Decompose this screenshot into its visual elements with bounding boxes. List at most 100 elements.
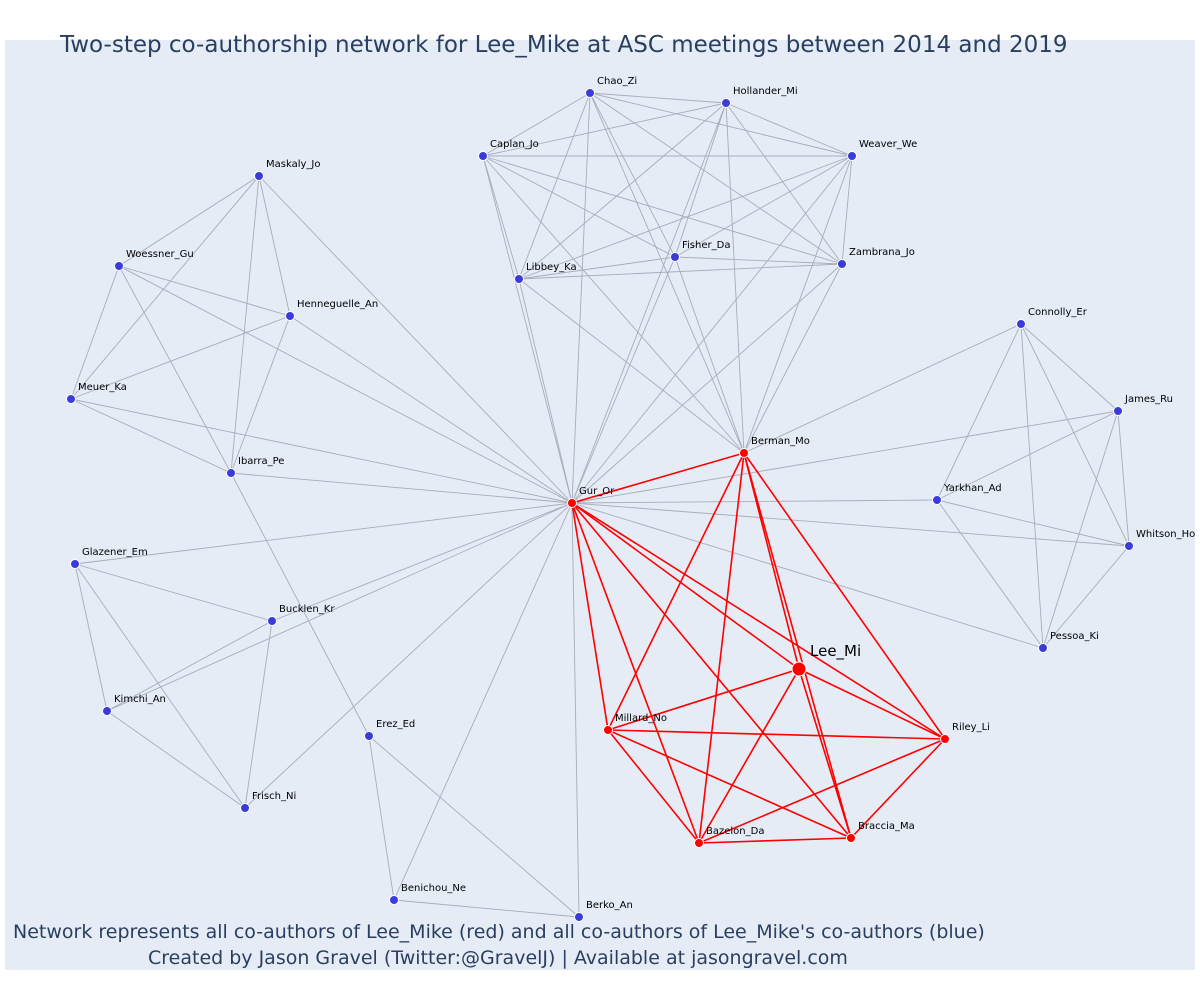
node-label-Zambrana_Jo: Zambrana_Jo [849, 247, 915, 258]
edge-Bucklen_Kr-Frisch_Ni [244, 620, 273, 809]
node-Kimchi_An[interactable] [102, 706, 112, 716]
node-Glazener_Em[interactable] [70, 559, 80, 569]
edge-Berman_Mo-Libbey_Ka [518, 278, 745, 454]
edge-Berman_Mo-Chao_Zi [589, 92, 745, 454]
edge-Woessner_Gu-Meuer_Ka [70, 265, 120, 400]
node-label-Chao_Zi: Chao_Zi [597, 76, 637, 87]
figure-title: Two-step co-authorship network for Lee_M… [59, 32, 1068, 58]
node-label-Ibarra_Pe: Ibarra_Pe [238, 456, 284, 467]
edge-Glazener_Em-Bucklen_Kr [74, 563, 273, 622]
node-Libbey_Ka[interactable] [514, 274, 524, 284]
node-Braccia_Ma[interactable] [846, 833, 856, 843]
node-Henneguelle_An[interactable] [285, 311, 295, 321]
edge-Fisher_Da-Zambrana_Jo [674, 256, 843, 265]
edge-Henneguelle_An-Ibarra_Pe [230, 315, 291, 474]
edge-Chao_Zi-Weaver_We [589, 92, 853, 157]
node-Weaver_We[interactable] [847, 151, 857, 161]
edge-Millard_No-Braccia_Ma [607, 729, 852, 839]
node-Benichou_Ne[interactable] [389, 895, 399, 905]
edge-Connolly_Er-Whitson_Ho [1020, 323, 1130, 547]
node-labels-layer: Lee_Mi Gur_Or Berman_Mo Millard_No Riley_Li B… [78, 76, 1195, 911]
edge-Gur_Or-Riley_Li [571, 502, 946, 740]
edge-Henneguelle_An-Meuer_Ka [70, 315, 291, 400]
node-Riley_Li[interactable] [940, 734, 950, 744]
edge-Berman_Mo-Connolly_Er [743, 323, 1022, 454]
node-Chao_Zi[interactable] [585, 88, 595, 98]
edge-Benichou_Ne-Gur_Or [393, 502, 573, 901]
edge-Woessner_Gu-Henneguelle_An [118, 265, 291, 317]
node-Frisch_Ni[interactable] [240, 803, 250, 813]
node-label-Whitson_Ho: Whitson_Ho [1136, 529, 1195, 540]
caption-line-1: Network represents all co-authors of Lee… [13, 921, 985, 943]
node-Berman_Mo[interactable] [739, 448, 749, 458]
edge-Lee_Mi-Riley_Li [798, 668, 946, 740]
node-Meuer_Ka[interactable] [66, 394, 76, 404]
node-Ibarra_Pe[interactable] [226, 468, 236, 478]
node-label-Caplan_Jo: Caplan_Jo [490, 139, 539, 150]
edge-Glazener_Em-Kimchi_An [74, 563, 108, 712]
edge-Maskaly_Jo-Ibarra_Pe [230, 175, 260, 474]
edge-Weaver_We-Zambrana_Jo [841, 155, 853, 265]
edge-James_Ru-Pessoa_Ki [1042, 410, 1119, 649]
edge-Millard_No-Bazelon_Da [607, 729, 700, 844]
node-Pessoa_Ki[interactable] [1038, 643, 1048, 653]
edge-Lee_Mi-Millard_No [607, 668, 800, 731]
node-Whitson_Ho[interactable] [1124, 541, 1134, 551]
edge-Meuer_Ka-Gur_Or [70, 398, 573, 504]
edge-Woessner_Gu-Gur_Or [118, 265, 573, 504]
node-label-Kimchi_An: Kimchi_An [114, 694, 166, 705]
edge-Weaver_We-Fisher_Da [674, 155, 853, 258]
edge-Maskaly_Jo-Gur_Or [258, 175, 573, 504]
edge-Berko_An-Gur_Or [571, 502, 580, 918]
edge-Lee_Mi-Bazelon_Da [698, 668, 800, 844]
edge-Chao_Zi-Caplan_Jo [482, 92, 591, 157]
edge-Gur_Or-Zambrana_Jo [571, 263, 843, 504]
edge-Bucklen_Kr-Gur_Or [271, 502, 573, 622]
node-label-Bazelon_Da: Bazelon_Da [706, 826, 764, 837]
edge-Gur_Or-Braccia_Ma [571, 502, 852, 839]
node-Bazelon_Da[interactable] [694, 838, 704, 848]
edge-Berman_Mo-Caplan_Jo [482, 155, 745, 454]
node-label-Hollander_Mi: Hollander_Mi [733, 86, 798, 97]
node-Erez_Ed[interactable] [364, 731, 374, 741]
node-Gur_Or[interactable] [567, 498, 577, 508]
node-Maskaly_Jo[interactable] [254, 171, 264, 181]
node-label-Millard_No: Millard_No [615, 713, 667, 724]
node-Yarkhan_Ad[interactable] [932, 495, 942, 505]
edge-Lee_Mi-Berman_Mo [743, 452, 800, 670]
edge-Maskaly_Jo-Henneguelle_An [258, 175, 291, 317]
node-Fisher_Da[interactable] [670, 252, 680, 262]
node-Zambrana_Jo[interactable] [837, 259, 847, 269]
edge-Berman_Mo-Braccia_Ma [743, 452, 852, 839]
edge-Gur_Or-Caplan_Jo [482, 155, 573, 504]
edge-Millard_No-Riley_Li [607, 729, 946, 740]
edge-Maskaly_Jo-Woessner_Gu [118, 175, 260, 267]
node-Caplan_Jo[interactable] [478, 151, 488, 161]
node-James_Ru[interactable] [1113, 406, 1123, 416]
node-Lee_Mi[interactable] [791, 661, 807, 677]
edge-Gur_Or-Fisher_Da [571, 256, 676, 504]
node-Hollander_Mi[interactable] [721, 98, 731, 108]
edge-Chao_Zi-Fisher_Da [589, 92, 676, 258]
edge-Riley_Li-Braccia_Ma [850, 738, 946, 839]
edge-Gur_Or-Berman_Mo [571, 452, 745, 504]
edge-Gur_Or-Weaver_We [571, 155, 853, 504]
edge-Hollander_Mi-Fisher_Da [674, 102, 727, 258]
edge-Hollander_Mi-Caplan_Jo [482, 102, 727, 157]
node-label-Pessoa_Ki: Pessoa_Ki [1050, 631, 1099, 642]
node-label-Meuer_Ka: Meuer_Ka [78, 382, 127, 393]
node-label-Gur_Or: Gur_Or [579, 486, 615, 497]
edge-Erez_Ed-Benichou_Ne [368, 735, 395, 901]
node-Bucklen_Kr[interactable] [267, 616, 277, 626]
node-label-Fisher_Da: Fisher_Da [682, 240, 730, 251]
node-Berko_An[interactable] [574, 912, 584, 922]
edge-Chao_Zi-Hollander_Mi [589, 92, 727, 104]
edge-Weaver_We-Libbey_Ka [518, 155, 853, 280]
node-Millard_No[interactable] [603, 725, 613, 735]
edge-Hollander_Mi-Libbey_Ka [518, 102, 727, 280]
edge-Bazelon_Da-Braccia_Ma [698, 837, 852, 844]
edge-Frisch_Ni-Gur_Or [244, 502, 573, 809]
node-Woessner_Gu[interactable] [114, 261, 124, 271]
node-Connolly_Er[interactable] [1016, 319, 1026, 329]
